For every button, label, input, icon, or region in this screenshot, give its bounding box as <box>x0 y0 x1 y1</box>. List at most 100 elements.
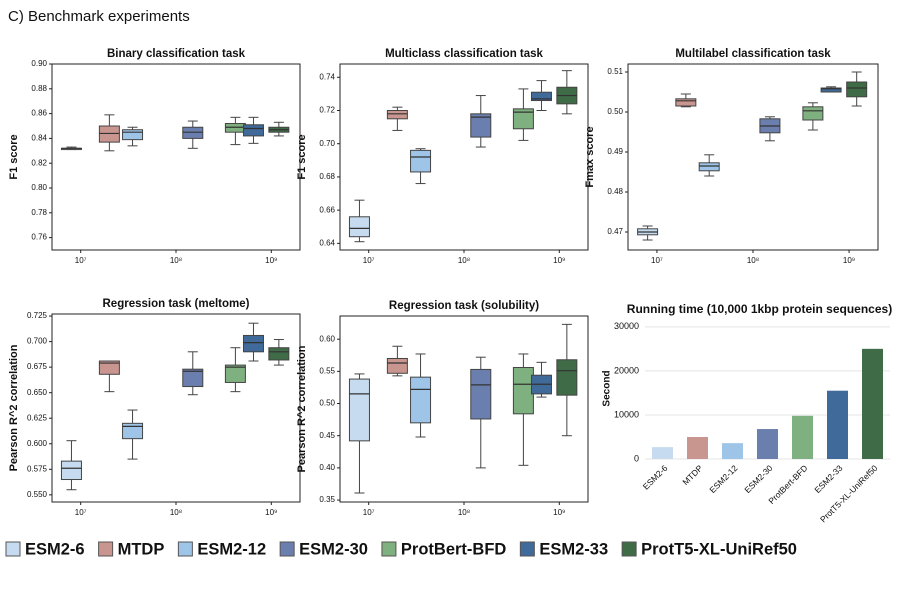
legend-swatch <box>519 541 535 557</box>
plot-frame <box>51 63 301 251</box>
x-tick-label: ESM2-33 <box>812 463 844 495</box>
y-tick-label: 0.550 <box>27 490 48 499</box>
box <box>224 364 246 383</box>
y-axis-label: Fmax score <box>584 126 596 187</box>
legend-swatch <box>381 541 397 557</box>
box <box>348 378 370 442</box>
box <box>470 113 492 138</box>
header-title: C) Benchmark experiments <box>8 8 190 25</box>
box <box>268 347 290 361</box>
y-axis-label: F1 score <box>8 134 20 179</box>
y-axis-label: Pearson R^2 correlation <box>296 345 308 472</box>
box <box>386 357 408 374</box>
legend-swatch <box>621 541 637 557</box>
box <box>512 366 534 415</box>
legend-swatch <box>5 541 21 557</box>
box <box>846 81 868 98</box>
x-tick-label: ESM2-30 <box>742 463 774 495</box>
x-tick-label: 10⁹ <box>843 256 855 265</box>
y-tick-label: 0.74 <box>319 72 335 81</box>
chart-title: Multilabel classification task <box>675 48 831 60</box>
x-tick-label: ESM2-12 <box>707 463 739 495</box>
box <box>675 98 697 107</box>
box <box>98 125 120 143</box>
box <box>410 376 432 424</box>
y-tick-label: 0.50 <box>607 107 623 116</box>
y-tick-label: 0.47 <box>607 227 623 236</box>
y-tick-label: 0.55 <box>319 366 335 375</box>
y-tick-label: 0 <box>634 453 639 463</box>
y-tick-label: 0.88 <box>31 84 47 93</box>
x-tick-label: 10⁷ <box>75 508 87 517</box>
y-tick-label: 0.650 <box>27 388 48 397</box>
y-tick-label: 0.68 <box>319 172 335 181</box>
x-tick-label: 10⁸ <box>747 256 759 265</box>
y-tick-label: 0.90 <box>31 59 47 68</box>
box <box>698 162 720 172</box>
box <box>348 216 370 238</box>
y-tick-label: 0.35 <box>319 495 335 504</box>
legend-swatch <box>177 541 193 557</box>
y-axis-label: Second <box>602 370 613 406</box>
x-tick-label: 10⁸ <box>458 256 470 265</box>
x-tick-label: ESM2-6 <box>641 463 670 492</box>
y-tick-label: 0.725 <box>27 311 48 320</box>
y-tick-label: 0.60 <box>319 334 335 343</box>
y-tick-label: 0.625 <box>27 413 48 422</box>
box <box>60 460 82 481</box>
bar <box>827 390 848 459</box>
y-tick-label: 0.76 <box>31 233 47 242</box>
box <box>556 359 578 396</box>
box <box>182 126 204 139</box>
y-tick-label: 0.600 <box>27 439 48 448</box>
box <box>530 91 552 102</box>
x-tick-label: 10⁹ <box>553 508 565 517</box>
y-tick-label: 0.86 <box>31 109 47 118</box>
x-tick-label: 10⁷ <box>363 256 375 265</box>
box <box>122 129 144 141</box>
legend-swatch <box>279 541 295 557</box>
box <box>224 123 246 133</box>
y-tick-label: 0.40 <box>319 463 335 472</box>
legend-label: ProtBert-BFD <box>401 540 506 558</box>
y-tick-label: 0.49 <box>607 147 623 156</box>
y-tick-label: 30000 <box>614 321 639 331</box>
bar <box>652 447 673 459</box>
box <box>512 108 534 130</box>
x-tick-label: 10⁸ <box>170 508 182 517</box>
y-tick-label: 0.575 <box>27 464 48 473</box>
legend-label: ESM2-30 <box>299 540 368 558</box>
chart-title: Multiclass classification task <box>385 48 543 60</box>
x-tick-label: 10⁸ <box>170 256 182 265</box>
x-tick-label: 10⁷ <box>363 508 375 517</box>
box <box>98 360 120 375</box>
y-tick-label: 0.675 <box>27 362 48 371</box>
y-tick-label: 0.66 <box>319 205 335 214</box>
legend-label: ESM2-12 <box>197 540 266 558</box>
box <box>470 368 492 420</box>
box <box>242 124 264 137</box>
y-tick-label: 0.78 <box>31 208 47 217</box>
chart-title: Regression task (solubility) <box>389 300 539 312</box>
box <box>410 149 432 173</box>
legend-swatch <box>98 541 114 557</box>
x-tick-label: 10⁹ <box>265 508 277 517</box>
legend-label: ESM2-33 <box>539 540 608 558</box>
y-tick-label: 10000 <box>614 409 639 419</box>
x-tick-label: MTDP <box>680 463 704 487</box>
y-axis-label: Pearson R^2 correlation <box>8 344 20 471</box>
y-tick-label: 0.70 <box>319 139 335 148</box>
bar <box>757 429 778 459</box>
y-tick-label: 0.51 <box>607 67 623 76</box>
box <box>122 422 144 440</box>
x-tick-label: 10⁹ <box>553 256 565 265</box>
box <box>182 368 204 388</box>
chart-title: Regression task (meltome) <box>103 298 250 310</box>
legend-label: ProtT5-XL-UniRef50 <box>641 540 797 558</box>
bar <box>722 443 743 459</box>
plot-frame <box>339 315 589 503</box>
y-tick-label: 0.700 <box>27 337 48 346</box>
box <box>802 106 824 121</box>
y-tick-label: 20000 <box>614 365 639 375</box>
